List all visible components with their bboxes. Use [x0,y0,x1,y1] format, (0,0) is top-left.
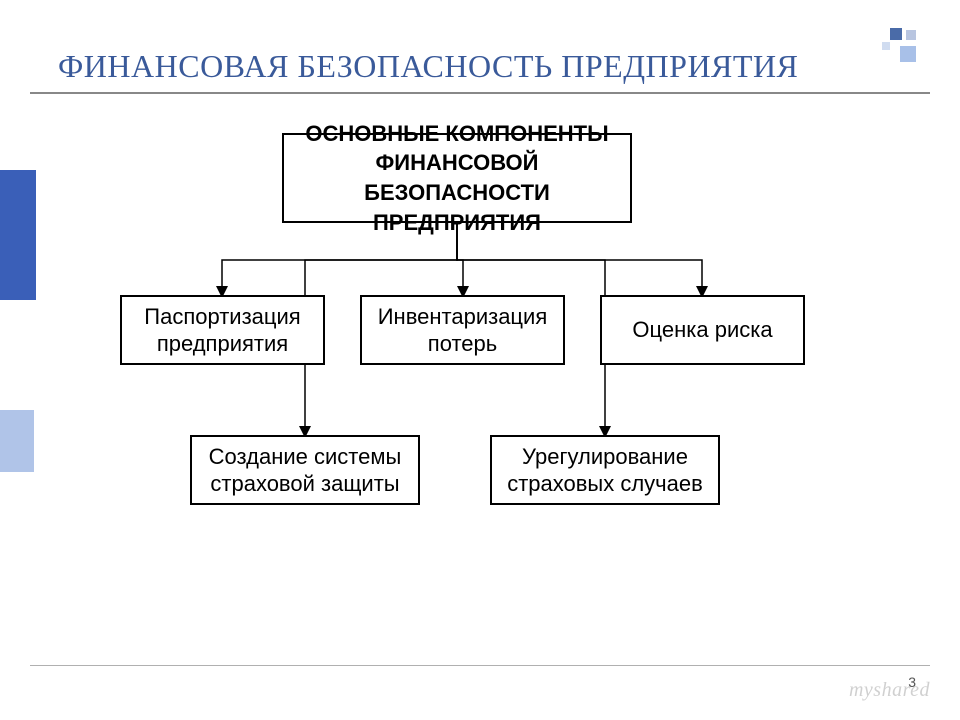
child-node: Паспортизация предприятия [120,295,325,365]
watermark: myshared [849,679,930,702]
child-node-label: Урегулирование страховых случаев [500,443,710,498]
child-node-label: Оценка риска [632,316,772,344]
child-node-label: Паспортизация предприятия [130,303,315,358]
org-chart-diagram: ОСНОВНЫЕ КОМПОНЕНТЫ ФИНАНСОВОЙ БЕЗОПАСНО… [0,130,960,560]
child-node: Создание системы страховой защиты [190,435,420,505]
child-node: Оценка риска [600,295,805,365]
child-node: Урегулирование страховых случаев [490,435,720,505]
slide-title: ФИНАНСОВАЯ БЕЗОПАСНОСТЬ ПРЕДПРИЯТИЯ [58,48,798,85]
root-node: ОСНОВНЫЕ КОМПОНЕНТЫ ФИНАНСОВОЙ БЕЗОПАСНО… [282,133,632,223]
child-node-label: Инвентаризация потерь [370,303,555,358]
child-node: Инвентаризация потерь [360,295,565,365]
title-rule [30,92,930,94]
child-node-label: Создание системы страховой защиты [200,443,410,498]
root-node-label: ОСНОВНЫЕ КОМПОНЕНТЫ ФИНАНСОВОЙ БЕЗОПАСНО… [292,119,622,238]
footer-rule [30,665,930,666]
corner-decoration [862,28,922,68]
